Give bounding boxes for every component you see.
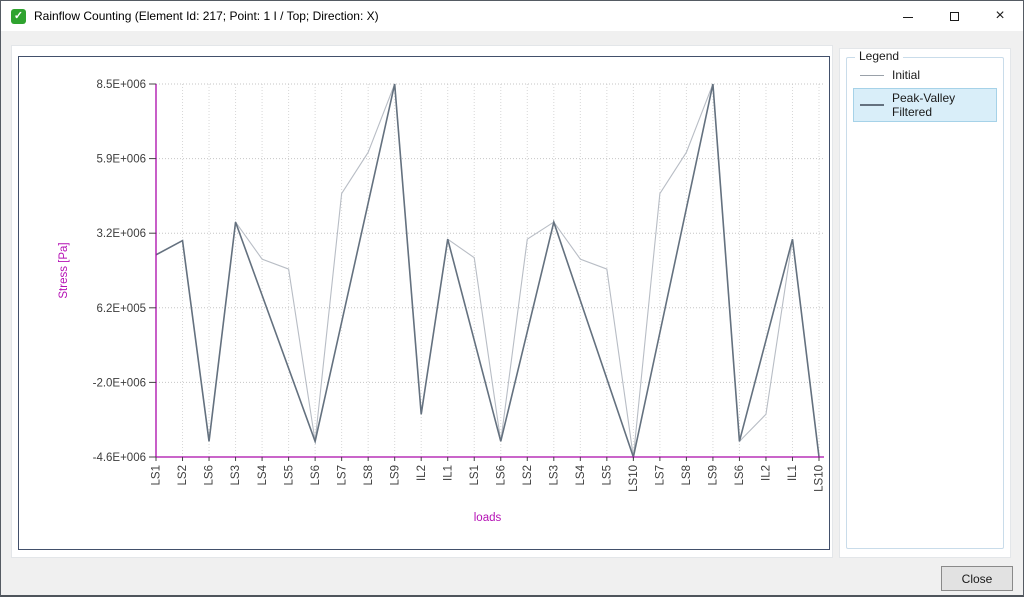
legend-item-initial[interactable]: Initial bbox=[853, 65, 997, 85]
legend-item-label: Initial bbox=[892, 68, 921, 82]
chart-box: 8.5E+006 5.9E+006 3.2E+006 6.2E+005 -2.0E+00… bbox=[18, 56, 830, 550]
svg-text:LS8: LS8 bbox=[681, 465, 693, 485]
svg-text:LS6: LS6 bbox=[734, 465, 746, 485]
svg-text:IL1: IL1 bbox=[442, 465, 454, 481]
green-check-icon: ✓ bbox=[11, 8, 26, 24]
initial-line-swatch-icon bbox=[860, 74, 884, 76]
svg-text:LS2: LS2 bbox=[177, 465, 189, 485]
legend-item-peak-valley-filtered[interactable]: Peak-Valley Filtered bbox=[853, 88, 997, 122]
svg-text:LS7: LS7 bbox=[336, 465, 348, 485]
svg-text:LS7: LS7 bbox=[655, 465, 667, 485]
svg-text:LS6: LS6 bbox=[310, 465, 322, 485]
minimize-icon bbox=[903, 17, 913, 18]
svg-text:LS1: LS1 bbox=[469, 465, 481, 485]
svg-text:IL2: IL2 bbox=[761, 465, 773, 481]
svg-text:LS6: LS6 bbox=[204, 465, 216, 485]
legend-title: Legend bbox=[855, 49, 904, 63]
svg-text:6.2E+005: 6.2E+005 bbox=[96, 303, 146, 315]
chart-panel: 8.5E+006 5.9E+006 3.2E+006 6.2E+005 -2.0E+00… bbox=[11, 45, 833, 558]
legend-panel: Legend Initial Peak-Valley Filtered bbox=[839, 48, 1011, 558]
filtered-line-swatch-icon bbox=[860, 104, 884, 106]
title-bar: ✓ Rainflow Counting (Element Id: 217; Po… bbox=[1, 1, 1023, 31]
svg-text:LS5: LS5 bbox=[283, 465, 295, 485]
svg-text:-4.6E+006: -4.6E+006 bbox=[93, 452, 146, 464]
svg-text:IL1: IL1 bbox=[787, 465, 799, 481]
svg-text:LS9: LS9 bbox=[389, 465, 401, 485]
svg-text:LS9: LS9 bbox=[708, 465, 720, 485]
close-window-button[interactable]: × bbox=[977, 1, 1023, 31]
svg-text:IL2: IL2 bbox=[416, 465, 428, 481]
legend-groupbox: Legend Initial Peak-Valley Filtered bbox=[846, 49, 1004, 549]
svg-text:5.9E+006: 5.9E+006 bbox=[96, 154, 146, 166]
window-controls: × bbox=[885, 1, 1023, 31]
svg-text:LS2: LS2 bbox=[522, 465, 534, 485]
svg-text:loads: loads bbox=[474, 512, 502, 524]
svg-text:LS3: LS3 bbox=[548, 465, 560, 485]
svg-text:-2.0E+006: -2.0E+006 bbox=[93, 377, 146, 389]
close-icon: × bbox=[995, 7, 1005, 24]
svg-text:LS4: LS4 bbox=[575, 464, 587, 485]
legend-item-label: Peak-Valley Filtered bbox=[892, 91, 956, 119]
svg-text:LS8: LS8 bbox=[363, 465, 375, 485]
svg-text:3.2E+006: 3.2E+006 bbox=[96, 228, 146, 240]
svg-text:LS10: LS10 bbox=[628, 465, 640, 492]
window-title: Rainflow Counting (Element Id: 217; Poin… bbox=[34, 9, 379, 23]
close-button[interactable]: Close bbox=[941, 566, 1013, 591]
maximize-button[interactable] bbox=[931, 1, 977, 31]
minimize-button[interactable] bbox=[885, 1, 931, 31]
svg-text:8.5E+006: 8.5E+006 bbox=[96, 79, 146, 91]
svg-text:LS5: LS5 bbox=[602, 465, 614, 485]
svg-text:LS3: LS3 bbox=[230, 465, 242, 485]
svg-text:LS10: LS10 bbox=[814, 465, 826, 492]
maximize-icon bbox=[949, 11, 959, 21]
svg-text:LS6: LS6 bbox=[495, 465, 507, 485]
svg-text:Stress [Pa]: Stress [Pa] bbox=[58, 242, 70, 298]
svg-text:LS1: LS1 bbox=[151, 465, 163, 485]
svg-text:LS4: LS4 bbox=[257, 464, 269, 485]
rainflow-chart: 8.5E+006 5.9E+006 3.2E+006 6.2E+005 -2.0E+00… bbox=[58, 79, 826, 524]
